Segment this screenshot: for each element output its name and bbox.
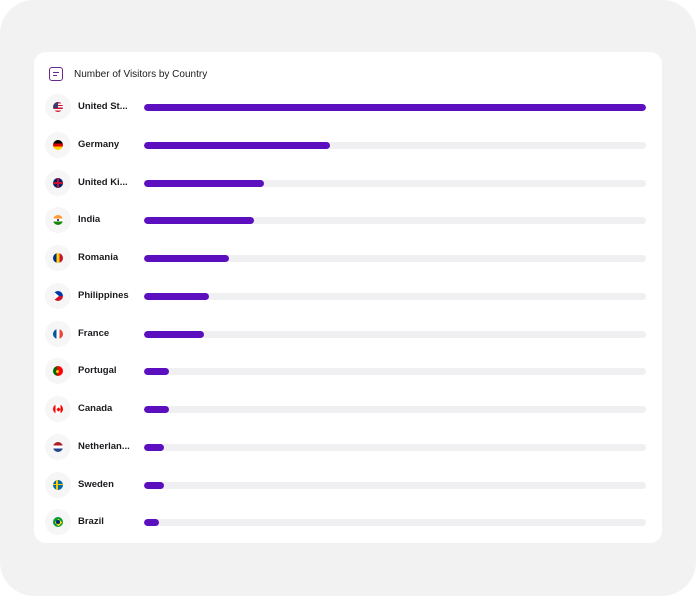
flag-badge (45, 207, 71, 234)
bar-track (144, 330, 646, 338)
chart-title: Number of Visitors by Country (74, 68, 208, 80)
se-flag-icon (53, 479, 63, 490)
category-label: Philippines (78, 289, 129, 301)
bar (144, 443, 165, 451)
bar (144, 141, 330, 149)
category-label: Sweden (78, 478, 114, 490)
gb-flag-icon (53, 177, 63, 188)
br-flag-icon (53, 517, 63, 528)
flag-badge (45, 320, 71, 347)
bar (144, 368, 170, 376)
visitors-card: Number of Visitors by Country United St.… (34, 52, 662, 543)
bar-list: United St... Germany United Ki... India Roma… (34, 52, 662, 543)
bar (144, 406, 170, 413)
flag-badge (45, 94, 71, 120)
bar-track (144, 368, 646, 376)
table-row: India (34, 206, 662, 234)
table-row: Netherlan... (34, 433, 662, 461)
category-label: United Ki... (78, 176, 128, 188)
bar (144, 292, 210, 300)
category-label: Canada (78, 403, 113, 414)
flag-badge (45, 509, 71, 536)
card-header: Number of Visitors by Country (47, 66, 207, 82)
table-row: Canada (34, 395, 662, 423)
category-label: Romania (78, 252, 119, 263)
category-label: United St... (78, 101, 128, 112)
flag-badge (45, 358, 71, 385)
bar-track (144, 519, 646, 527)
bar-track (144, 217, 646, 225)
bar-track (144, 443, 646, 451)
bar-track (144, 104, 646, 111)
in-flag-icon (53, 215, 63, 226)
table-row: United Ki... (34, 169, 662, 197)
category-label: Germany (78, 138, 120, 150)
ph-flag-icon (53, 290, 63, 301)
category-label: India (78, 214, 101, 226)
flag-badge (45, 282, 71, 309)
pt-flag-icon (53, 366, 63, 377)
category-label: France (78, 327, 110, 339)
ca-flag-icon (53, 404, 63, 414)
de-flag-icon (53, 139, 63, 150)
flag-badge (45, 245, 71, 271)
table-row: France (34, 320, 662, 348)
bar (144, 330, 205, 338)
us-flag-icon (53, 102, 63, 112)
table-row: United St... (34, 93, 662, 121)
bar (144, 217, 255, 225)
bar (144, 519, 160, 527)
table-row: Portugal (34, 357, 662, 385)
bar (144, 104, 646, 111)
nl-flag-icon (53, 441, 63, 452)
bar (144, 481, 165, 489)
table-row: Brazil (34, 508, 662, 536)
bar-track (144, 141, 646, 149)
table-row: Germany (34, 131, 662, 159)
bar-track (144, 481, 646, 489)
report-icon (49, 67, 63, 81)
flag-badge (45, 433, 71, 460)
category-label: Brazil (78, 516, 104, 528)
fr-flag-icon (53, 328, 63, 339)
flag-badge (45, 396, 71, 422)
bar-track (144, 179, 646, 187)
bar (144, 255, 230, 262)
table-row: Romania (34, 244, 662, 272)
bar-track (144, 292, 646, 300)
bar-track (144, 255, 646, 262)
ro-flag-icon (53, 253, 63, 263)
flag-badge (45, 131, 71, 158)
table-row: Sweden (34, 471, 662, 499)
bar (144, 179, 265, 187)
table-row: Philippines (34, 282, 662, 310)
flag-badge (45, 169, 71, 196)
category-label: Netherlan... (78, 440, 130, 452)
category-label: Portugal (78, 365, 117, 377)
flag-badge (45, 471, 71, 498)
bar-track (144, 406, 646, 413)
